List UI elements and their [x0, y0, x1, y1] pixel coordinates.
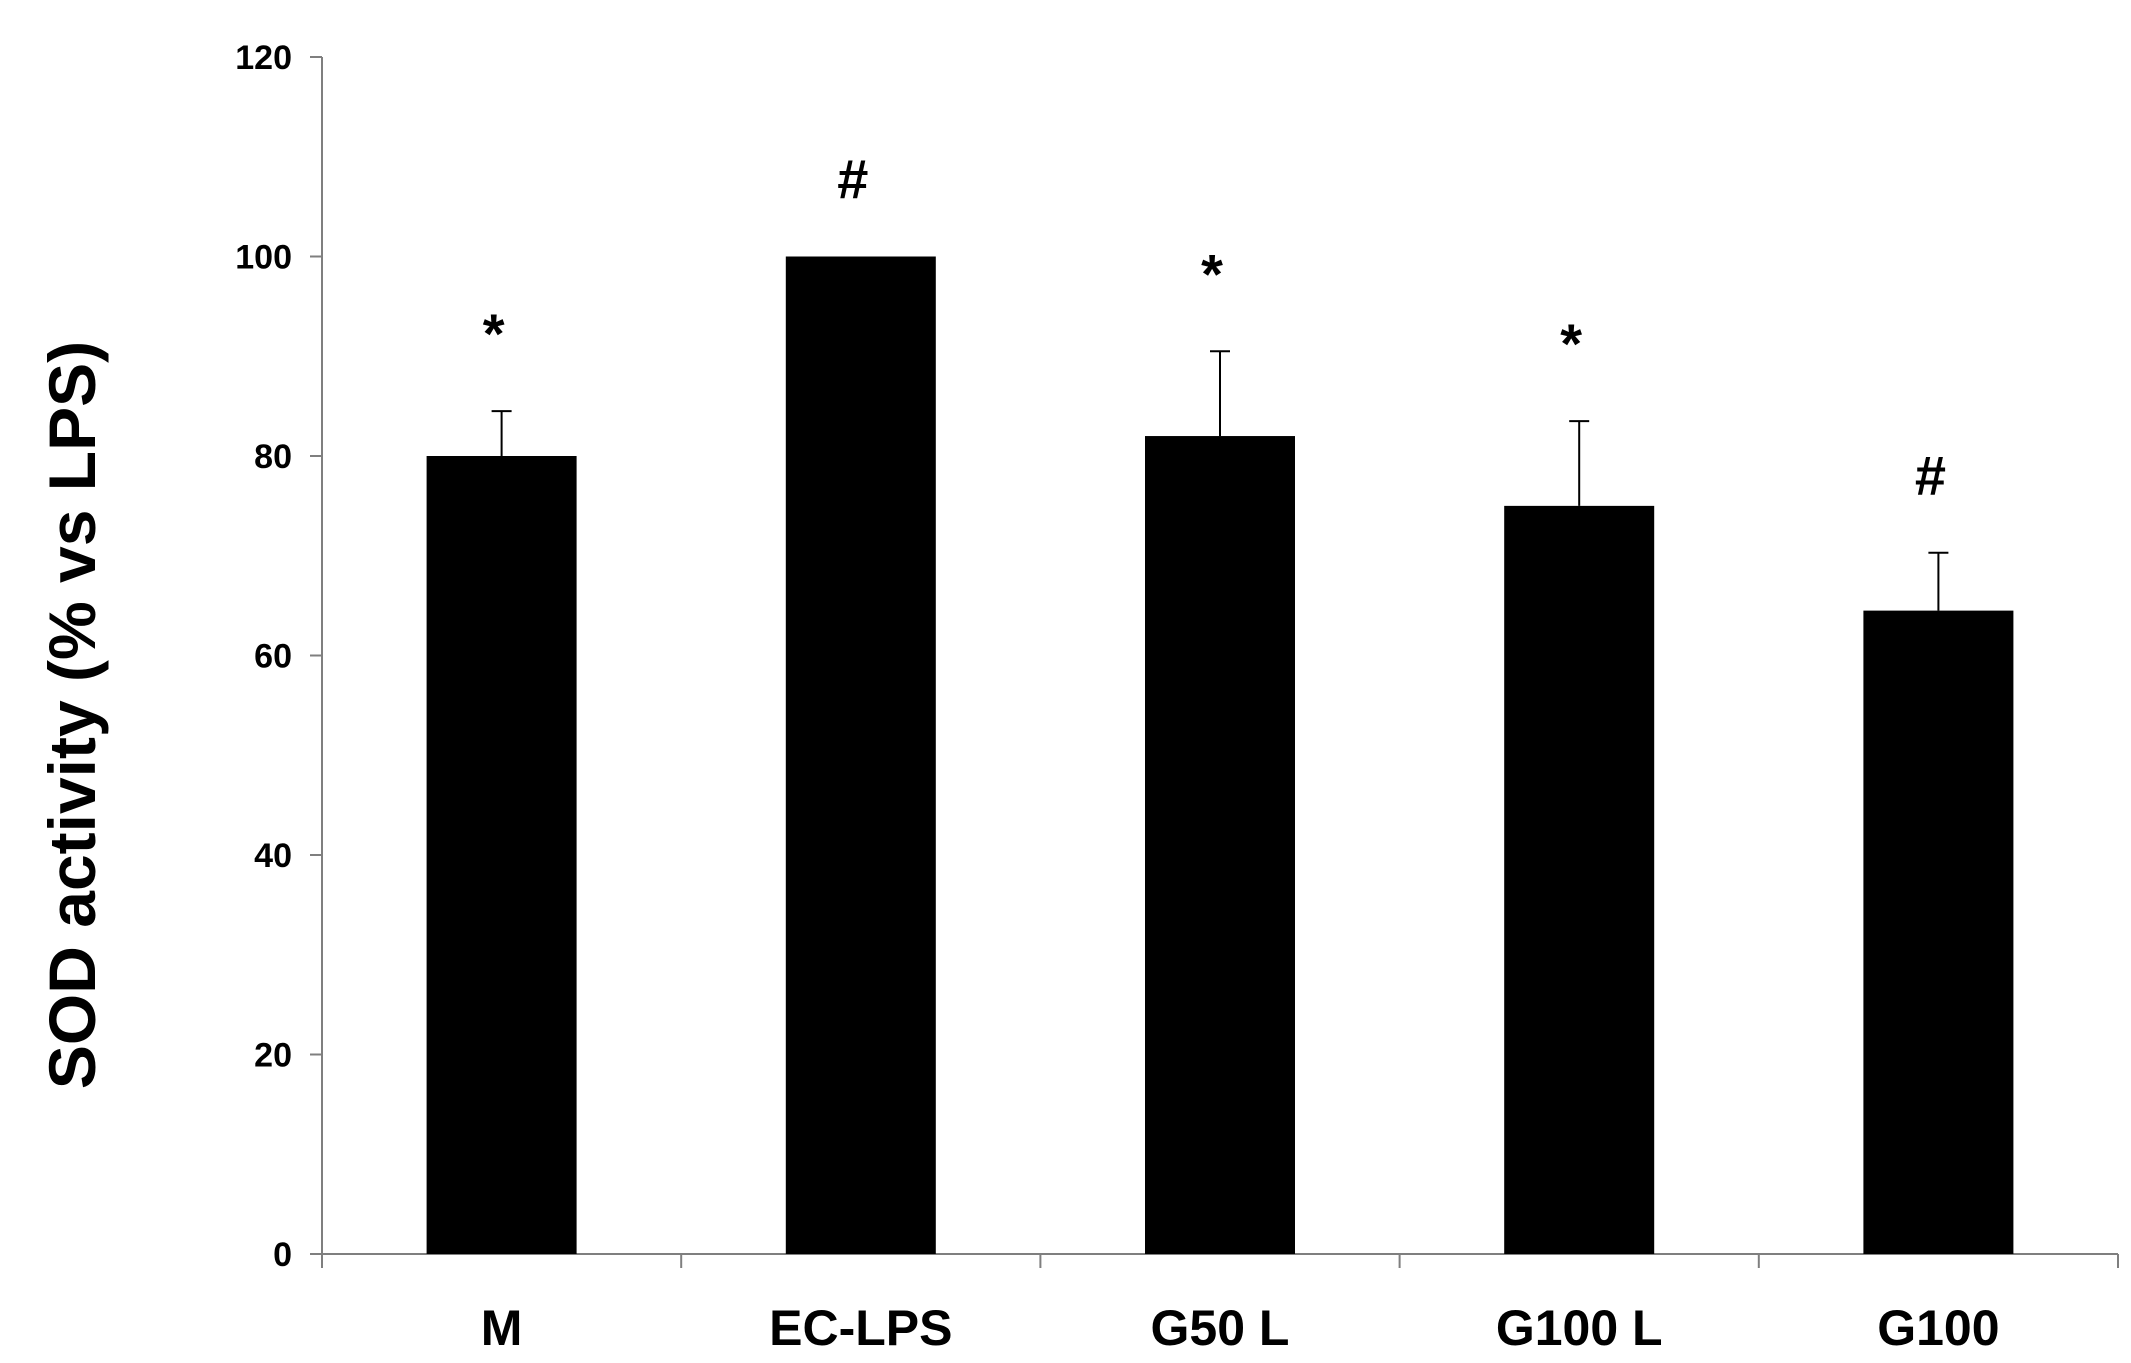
significance-asterisk: * [483, 302, 505, 365]
significance-asterisk: * [1560, 312, 1582, 375]
y-tick-label: 0 [273, 1236, 292, 1274]
y-tick-label: 60 [254, 638, 292, 676]
x-tick-label: M [481, 1300, 523, 1356]
significance-hash: # [837, 148, 868, 211]
bar [1863, 610, 2014, 1254]
y-axis-label: SOD activity (% vs LPS) [35, 341, 109, 1089]
x-tick-label: EC-LPS [769, 1300, 952, 1356]
x-tick-label: G50 L [1151, 1300, 1290, 1356]
bars: * M # EC-LPS * G50 L * G100 L # G100 [426, 148, 2014, 1356]
y-tick-label: 120 [235, 39, 292, 77]
x-tick-label: G100 [1877, 1300, 1999, 1356]
y-tick-label: 100 [235, 239, 292, 277]
y-tick-label: 80 [254, 438, 292, 476]
significance-hash: # [1915, 444, 1946, 507]
y-tick-label: 20 [254, 1037, 292, 1075]
x-tick-label: G100 L [1496, 1300, 1663, 1356]
bar [1145, 436, 1295, 1254]
y-tick-label: 40 [254, 837, 292, 875]
bar [1504, 505, 1655, 1254]
x-axis [321, 1253, 2119, 1268]
bar [426, 456, 577, 1254]
bar [785, 256, 936, 1254]
y-axis: 0 20 40 60 80 100 120 [235, 39, 323, 1274]
significance-asterisk: * [1201, 242, 1223, 305]
